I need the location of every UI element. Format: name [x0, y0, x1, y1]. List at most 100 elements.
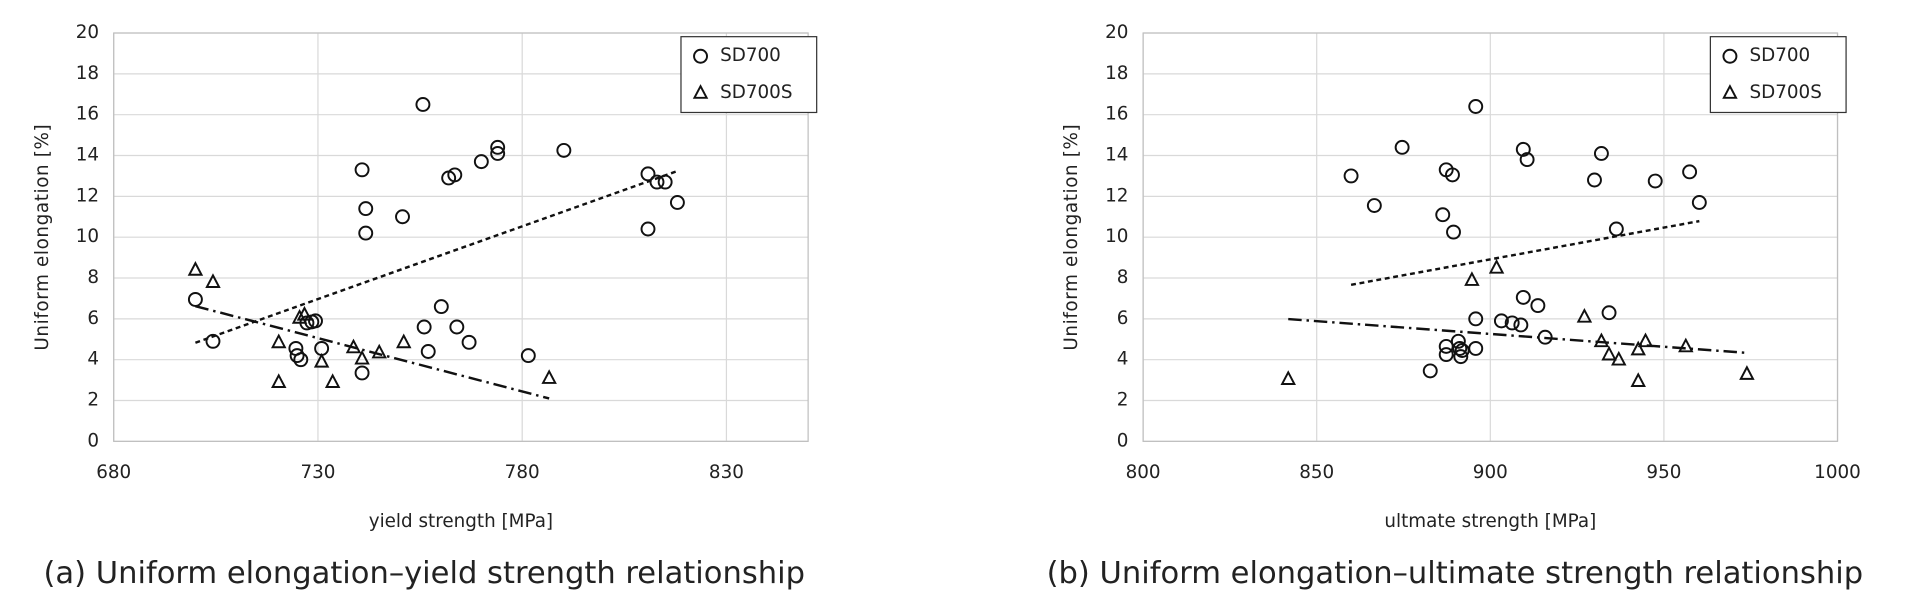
circle-marker	[1515, 289, 1531, 305]
circle-marker	[490, 146, 506, 161]
y-tick-label: 16	[76, 104, 99, 125]
legend-box	[680, 36, 818, 114]
y-tick-label: 4	[1117, 349, 1129, 370]
triangle-marker	[324, 373, 341, 389]
circle-marker	[669, 195, 685, 210]
triangle-marker	[205, 273, 221, 288]
y-tick-label: 0	[1117, 430, 1129, 451]
y-tick-label: 2	[87, 390, 99, 411]
x-tick-label: 850	[1299, 462, 1334, 483]
circle-marker	[416, 319, 432, 335]
triangle-marker	[692, 84, 709, 99]
circle-marker	[1519, 152, 1535, 168]
y-tick-label: 14	[1105, 145, 1128, 166]
circle-marker	[1493, 313, 1509, 329]
circle-marker	[1454, 343, 1470, 358]
circle-marker	[354, 365, 370, 381]
y-tick-label: 14	[76, 145, 99, 166]
triangle-marker	[291, 308, 308, 324]
caption: (b) Uniform elongation–ultimate strength…	[1047, 556, 1864, 591]
triangle-marker	[541, 369, 557, 384]
circle-marker	[1587, 172, 1602, 188]
y-tick-label: 8	[87, 267, 99, 288]
y-tick-label: 20	[76, 22, 99, 43]
y-tick-label: 4	[87, 349, 99, 370]
x-axis-label: yield strength [MPa]	[369, 511, 553, 532]
legend-box	[1709, 36, 1847, 114]
triangle-marker	[313, 352, 330, 368]
circle-marker	[1504, 315, 1520, 331]
y-tick-label: 12	[76, 185, 99, 206]
y-tick-label: 18	[1105, 63, 1128, 84]
circle-marker	[1601, 305, 1617, 321]
circle-marker	[1453, 349, 1469, 365]
circle-marker	[1608, 221, 1624, 237]
triangle-marker	[271, 373, 287, 389]
circle-marker	[1422, 363, 1438, 379]
circle-marker	[1445, 167, 1460, 183]
x-tick-label: 800	[1126, 462, 1161, 483]
circle-marker	[433, 299, 449, 315]
circle-marker	[1593, 146, 1609, 161]
y-tick-label: 10	[1105, 226, 1128, 247]
triangle-marker	[1678, 337, 1694, 353]
x-tick-label: 680	[96, 462, 131, 483]
triangle-marker	[187, 261, 204, 276]
circle-marker	[289, 348, 305, 364]
circle-marker	[1647, 173, 1663, 189]
y-tick-label: 8	[1117, 267, 1129, 288]
triangle-marker	[354, 349, 370, 365]
circle-marker	[1450, 333, 1466, 349]
triangle-marker	[1722, 84, 1738, 99]
triangle-marker	[1488, 258, 1505, 274]
circle-marker	[205, 333, 221, 349]
circle-marker	[649, 174, 665, 190]
plot-frame	[1142, 32, 1839, 442]
circle-marker	[1468, 99, 1484, 114]
circle-marker	[657, 174, 673, 190]
triangle-marker	[1630, 372, 1646, 387]
circle-marker	[1515, 141, 1531, 157]
circle-marker	[1366, 198, 1382, 213]
x-tick-label: 950	[1646, 462, 1681, 483]
triangle-marker	[1576, 307, 1593, 323]
y-tick-label: 2	[1117, 390, 1129, 411]
circle-marker	[415, 97, 431, 112]
circle-marker	[308, 313, 323, 329]
x-tick-label: 1000	[1814, 462, 1861, 483]
legend-label: SD700S	[1749, 82, 1821, 103]
triangle-marker	[395, 333, 412, 349]
caption: (a) Uniform elongation–yield strength re…	[43, 556, 805, 591]
circle-marker	[1438, 347, 1454, 363]
y-tick-label: 20	[1105, 22, 1128, 43]
circle-marker	[1446, 224, 1461, 240]
circle-marker	[358, 225, 374, 241]
triangle-marker	[296, 305, 313, 321]
circle-marker	[1722, 48, 1738, 64]
triangle-marker	[1637, 332, 1654, 348]
circle-marker	[1513, 317, 1529, 333]
circle-marker	[1530, 298, 1546, 314]
y-tick-label: 6	[87, 308, 99, 329]
circle-marker	[358, 201, 374, 217]
triangle-marker	[1464, 271, 1480, 286]
circle-marker	[187, 291, 203, 307]
circle-marker	[640, 221, 656, 237]
plot-frame	[113, 32, 809, 442]
circle-marker	[1435, 207, 1451, 223]
circle-marker	[354, 162, 370, 178]
x-tick-label: 900	[1473, 462, 1508, 483]
triangle-marker	[1601, 345, 1617, 361]
y-tick-label: 18	[76, 63, 99, 84]
circle-marker	[556, 142, 572, 158]
circle-marker	[1438, 338, 1454, 354]
y-axis-label: Uniform elongation [%]	[1061, 124, 1082, 351]
circle-marker	[449, 319, 465, 335]
circle-marker	[473, 154, 489, 170]
triangle-marker	[345, 338, 362, 354]
circle-marker	[1468, 311, 1484, 327]
circle-marker	[1394, 139, 1410, 155]
circle-marker	[1691, 195, 1707, 210]
